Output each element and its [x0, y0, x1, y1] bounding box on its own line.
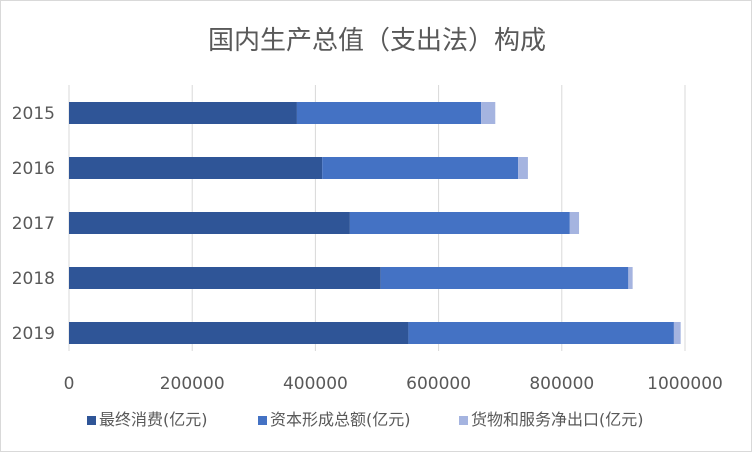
- bar-segment: [69, 157, 323, 179]
- bar-segment: [296, 102, 482, 124]
- x-tick-label: 800000: [529, 374, 594, 394]
- bar-segment: [408, 322, 674, 344]
- bar-segment: [69, 102, 297, 124]
- legend-label: 资本形成总额(亿元): [270, 410, 411, 429]
- x-axis-labels: 0 200000 400000 600000 800000 1000000: [64, 374, 723, 394]
- x-tick-label: 0: [64, 374, 75, 394]
- x-tick-label: 1000000: [647, 374, 723, 394]
- x-tick-label: 200000: [160, 374, 225, 394]
- y-axis-labels: 2015 2016 2017 2018 2019: [12, 104, 55, 344]
- bar-segment: [569, 212, 580, 234]
- x-tick-label: 400000: [283, 374, 348, 394]
- bar-segment: [481, 102, 496, 124]
- bar-segment: [322, 157, 519, 179]
- bars: [69, 102, 681, 344]
- y-tick-label: 2017: [12, 214, 55, 234]
- bar-segment: [69, 267, 381, 289]
- x-tick-label: 600000: [406, 374, 471, 394]
- legend-label: 最终消费(亿元): [99, 410, 208, 429]
- bar-segment: [380, 267, 629, 289]
- chart-title: 国内生产总值（支出法）构成: [208, 26, 546, 56]
- bar-segment: [349, 212, 570, 234]
- legend-swatch: [459, 416, 468, 425]
- y-tick-label: 2015: [12, 104, 55, 124]
- y-tick-label: 2016: [12, 159, 55, 179]
- legend-label: 货物和服务净出口(亿元): [471, 410, 644, 429]
- bar-segment: [673, 322, 681, 344]
- legend-swatch: [87, 416, 96, 425]
- bar-segment: [69, 212, 350, 234]
- bar-segment: [69, 322, 409, 344]
- bar-segment: [518, 157, 528, 179]
- legend-swatch: [258, 416, 267, 425]
- legend: 最终消费(亿元) 资本形成总额(亿元) 货物和服务净出口(亿元): [87, 410, 644, 429]
- y-tick-label: 2018: [12, 269, 55, 289]
- y-tick-label: 2019: [12, 324, 55, 344]
- bar-segment: [628, 267, 633, 289]
